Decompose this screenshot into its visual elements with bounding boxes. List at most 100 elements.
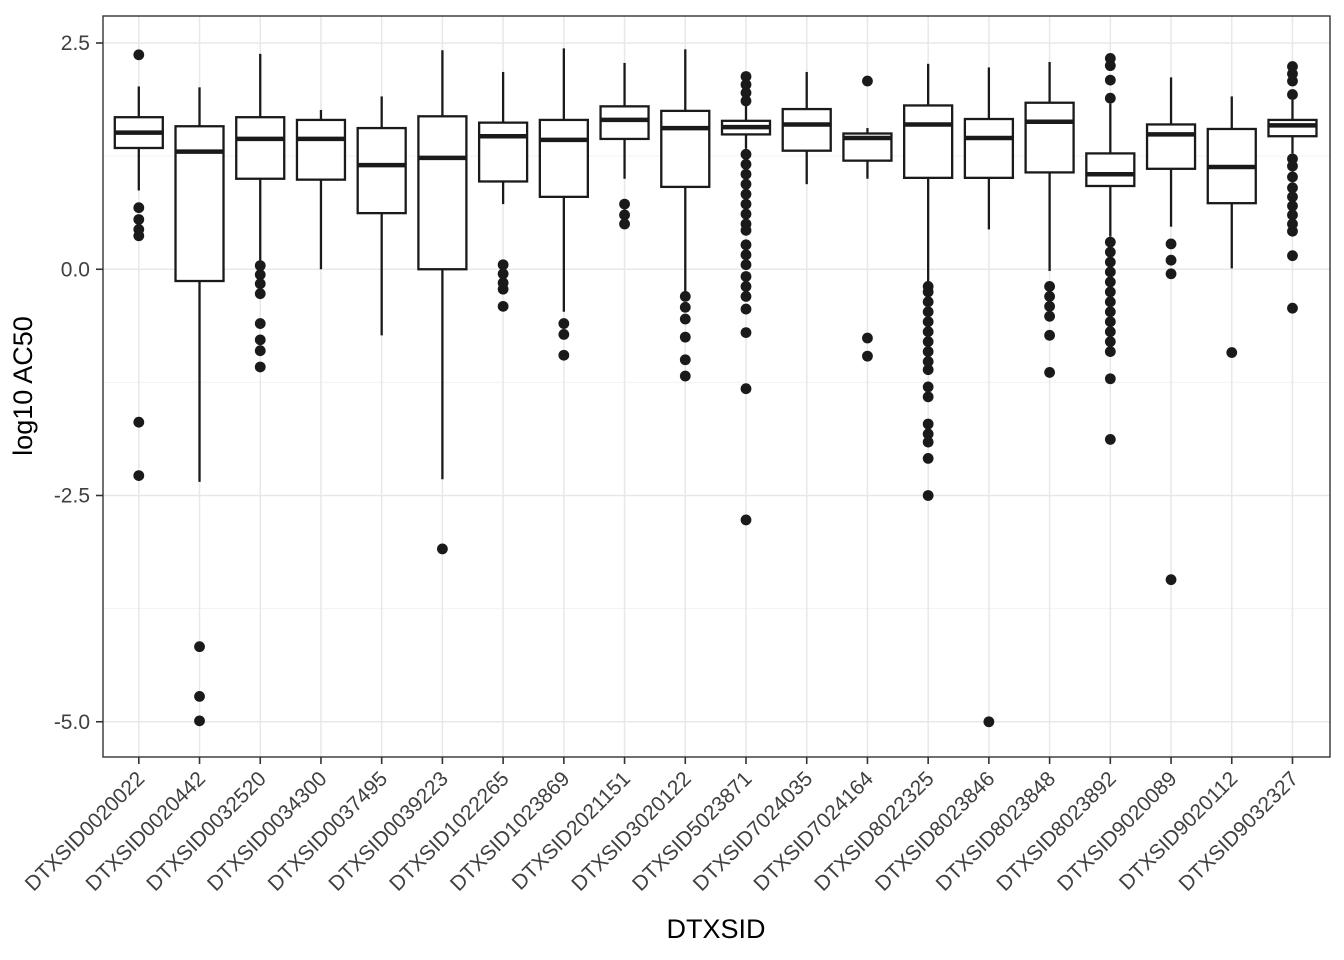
boxplot-group [235,53,286,263]
boxplot-group [660,49,711,292]
outlier-point [497,300,509,312]
x-axis-title: DTXSID [666,914,765,944]
outlier-point [254,345,266,357]
outlier-point [1104,236,1116,248]
outlier-point [740,198,752,210]
box [235,116,286,180]
outlier-point [740,178,752,190]
outlier-point [922,381,934,393]
outlier-point [922,346,934,358]
outlier-point [254,288,266,300]
box [1024,101,1075,174]
outlier-point [1104,286,1116,298]
outlier-point [740,259,752,271]
boxplot-group [1206,96,1257,269]
outlier-point [1287,75,1298,87]
outlier-point [254,260,266,272]
outlier-point [740,514,752,526]
box [295,118,347,181]
outlier-point [254,361,266,373]
outlier-point [740,168,752,180]
outlier-point [1287,182,1298,194]
outlier-point [1165,268,1177,280]
outlier-point [1104,276,1116,288]
outlier-points [133,49,1298,728]
outlier-point [922,356,934,367]
panel-border [102,15,1331,758]
boxplot-group [538,48,589,312]
outlier-point [740,271,752,282]
outlier-point [1287,160,1298,172]
outlier-point [1165,254,1177,266]
y-tick-label: 2.5 [61,32,90,55]
outlier-point [254,269,266,281]
outlier-point [1104,373,1116,385]
outlier-point [922,306,934,318]
outlier-point [1104,433,1116,445]
outlier-point [1104,346,1116,358]
outlier-point [558,349,570,361]
boxplot-group [356,96,407,336]
y-tick-label: -5.0 [54,711,90,734]
box [1267,118,1318,138]
outlier-point [679,291,691,302]
box [356,126,407,215]
outlier-point [922,436,934,448]
outlier-point [194,691,205,702]
outlier-point [740,95,752,107]
outlier-point [1287,89,1298,100]
boxplot-group [1085,103,1136,237]
y-tick-label: 0.0 [61,258,90,281]
outlier-point [254,278,266,290]
outlier-point [1287,191,1298,203]
outlier-point [922,326,934,338]
outlier-point [740,291,752,302]
outlier-point [558,318,570,329]
outlier-point [194,715,205,727]
outlier-point [740,87,752,99]
box [538,118,589,199]
outlier-point [862,332,873,344]
outlier-point [133,202,145,214]
outlier-point [1104,256,1116,268]
outlier-point [922,316,934,328]
outlier-point [1287,302,1298,314]
outlier-point [133,214,145,225]
outlier-point [1044,291,1055,302]
outlier-point [254,334,266,346]
minor-gridlines [103,155,1330,610]
outlier-point [497,259,509,271]
outlier-point [558,329,570,340]
boxplots [113,48,1318,482]
boxplot-group [599,62,650,179]
boxplot-group [477,71,529,205]
outlier-point [437,543,448,555]
box [599,105,650,141]
outlier-point [1104,92,1116,104]
y-tick-labels: 2.5 0.0 -2.5 -5.0 [54,32,90,734]
boxplot-group [1267,100,1318,154]
outlier-point [619,198,630,210]
outlier-point [922,428,934,440]
axis-ticks [96,42,1294,764]
outlier-point [983,716,995,728]
outlier-point [740,148,752,160]
outlier-point [1104,316,1116,328]
outlier-point [740,71,752,82]
outlier-point [133,470,145,481]
outlier-point [194,641,205,653]
box [963,117,1015,179]
outlier-point [1044,367,1055,378]
y-tick-label: -2.5 [54,485,90,508]
y-axis-title: log10 AC50 [8,316,38,456]
outlier-point [740,303,752,315]
outlier-point [497,268,509,280]
outlier-point [619,218,630,230]
box [660,109,711,189]
outlier-point [133,49,145,61]
box [417,115,468,271]
outlier-point [922,452,934,464]
boxplot-group [842,128,893,179]
